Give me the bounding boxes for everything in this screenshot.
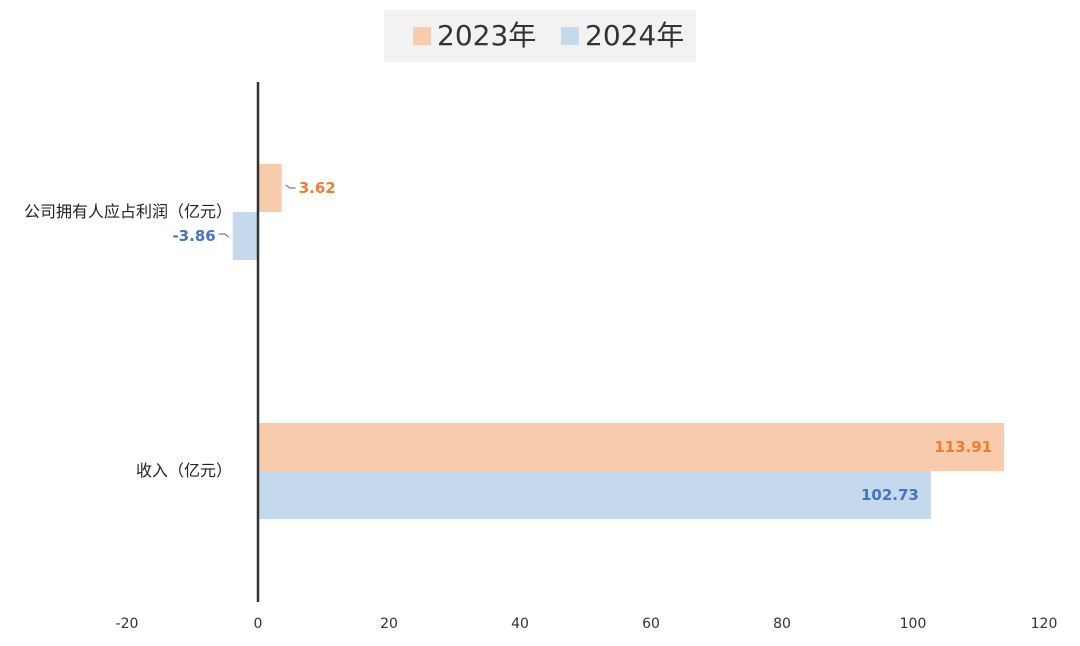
- legend: 2023年 2024年: [384, 10, 696, 62]
- data-label: 102.73: [861, 486, 919, 504]
- x-tick-label: 0: [254, 616, 263, 632]
- x-axis-ticks: -20 0 20 40 60 80 100 120: [116, 616, 1058, 632]
- x-tick-label: 80: [773, 616, 791, 632]
- x-tick-label: -20: [116, 616, 139, 632]
- x-tick-label: 40: [511, 616, 529, 632]
- bar: [258, 471, 931, 519]
- bar: [258, 423, 1005, 471]
- x-tick-label: 20: [380, 616, 398, 632]
- bar: [258, 164, 282, 212]
- x-tick-label: 120: [1031, 616, 1058, 632]
- leader-line: [218, 233, 230, 238]
- x-tick-label: 60: [642, 616, 660, 632]
- category-label: 收入（亿元）: [136, 461, 232, 480]
- data-label: 3.62: [299, 179, 336, 197]
- bar: [232, 212, 258, 260]
- leader-line: [285, 184, 296, 189]
- legend-background: [384, 10, 696, 62]
- legend-swatch-2023: [413, 27, 431, 45]
- x-tick-label: 100: [900, 616, 927, 632]
- legend-swatch-2024: [561, 27, 579, 45]
- legend-label-2023: 2023年: [437, 19, 536, 52]
- data-label: -3.86: [172, 227, 215, 245]
- plot-area: 公司拥有人应占利润（亿元） 收入（亿元） 3.62 113.91 -3.86 102.73: [24, 82, 1005, 602]
- category-label: 公司拥有人应占利润（亿元）: [24, 202, 232, 221]
- data-label: 113.91: [934, 438, 992, 456]
- legend-label-2024: 2024年: [585, 19, 684, 52]
